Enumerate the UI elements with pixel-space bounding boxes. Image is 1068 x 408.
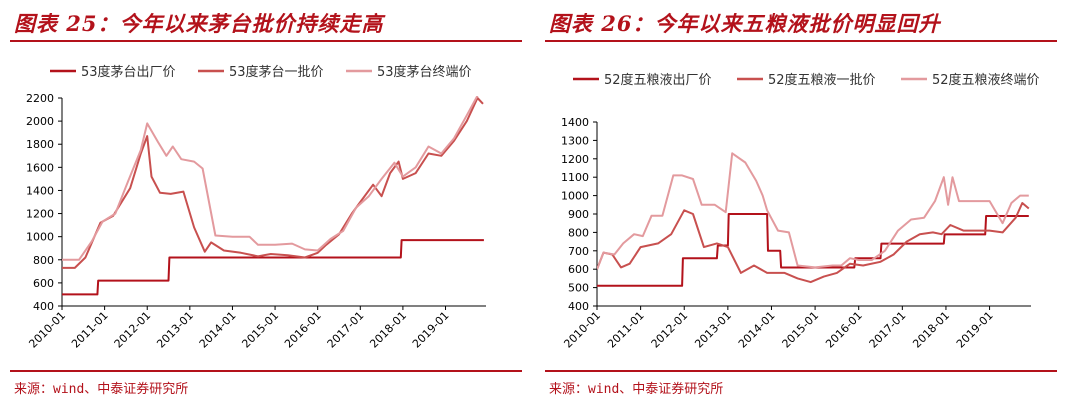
y-tick-label: 900 (568, 208, 589, 221)
y-tick-label: 2000 (26, 115, 54, 128)
x-tick-label: 2010-01 (561, 309, 603, 351)
chart-panel-maotai: 图表 25：今年以来茅台批价持续走高 400 600 800 1000 1200 1400… (10, 0, 530, 408)
y-tick-label: 1800 (26, 138, 54, 151)
y-tick-label: 400 (568, 300, 589, 313)
legend-label: 53度茅台一批价 (229, 64, 324, 80)
series-line-3 (597, 152, 1029, 270)
x-tick-label: 2018-01 (910, 309, 952, 351)
x-tick-label: 2014-01 (197, 309, 239, 351)
x-tick-label: 2012-01 (112, 309, 154, 351)
y-tick-label: 600 (33, 277, 54, 290)
y-tick-label: 2200 (26, 92, 54, 105)
y-tick-label: 1300 (561, 134, 589, 147)
y-tick-label: 1200 (561, 153, 589, 166)
source-note: 来源：wind、中泰证券研究所 (14, 382, 189, 397)
x-tick-label: 2019-01 (954, 309, 996, 351)
legend-label: 53度茅台出厂价 (81, 64, 176, 80)
y-tick-label: 1400 (26, 184, 54, 197)
legend-label: 52度五粮液终端价 (932, 72, 1040, 88)
source-note: 来源：wind、中泰证券研究所 (549, 382, 724, 397)
y-tick-label: 1600 (26, 161, 54, 174)
series-line-3 (62, 96, 479, 261)
x-tick-label: 2011-01 (605, 309, 647, 351)
title-divider (545, 40, 1057, 42)
source-divider (10, 370, 522, 372)
y-tick-label: 800 (568, 226, 589, 239)
x-tick-label: 2018-01 (367, 309, 409, 351)
legend-label: 52度五粮液一批价 (768, 72, 876, 88)
x-tick-label: 2017-01 (325, 309, 367, 351)
legend-label: 53度茅台终端价 (377, 64, 472, 80)
x-tick-label: 2017-01 (867, 309, 909, 351)
y-tick-label: 1400 (561, 116, 589, 129)
x-tick-label: 2015-01 (239, 309, 281, 351)
y-tick-label: 400 (33, 300, 54, 313)
y-tick-label: 700 (568, 245, 589, 258)
legend-label: 52度五粮液出厂价 (604, 72, 712, 88)
title-divider (10, 40, 522, 42)
series-line-1 (597, 213, 1029, 287)
series-line-2 (62, 97, 484, 269)
series-line-1 (62, 239, 484, 296)
x-tick-label: 2015-01 (780, 309, 822, 351)
chart-panel-wuliangye: 图表 26：今年以来五粮液批价明显回升 400 500 600 700 800 900 10… (545, 0, 1065, 408)
line-chart-wuliangye: 400 500 600 700 800 900 1000 1100 1200 1300 1400 20… (561, 72, 1040, 351)
series-line-2 (597, 202, 1030, 284)
source-divider (545, 370, 1057, 372)
x-tick-label: 2013-01 (692, 309, 734, 351)
chart-title: 图表 26：今年以来五粮液批价明显回升 (549, 11, 941, 36)
y-tick-label: 1000 (26, 231, 54, 244)
x-tick-label: 2011-01 (69, 309, 111, 351)
y-tick-label: 1200 (26, 208, 54, 221)
x-tick-label: 2012-01 (649, 309, 691, 351)
chart-title: 图表 25：今年以来茅台批价持续走高 (14, 11, 384, 36)
x-tick-label: 2010-01 (26, 309, 68, 351)
x-tick-label: 2013-01 (154, 309, 196, 351)
y-tick-label: 1000 (561, 190, 589, 203)
y-tick-label: 1100 (561, 171, 589, 184)
y-tick-label: 600 (568, 263, 589, 276)
line-chart-maotai: 400 600 800 1000 1200 1400 1600 1800 2000 2200 201… (26, 64, 486, 351)
y-tick-label: 500 (568, 282, 589, 295)
x-tick-label: 2016-01 (823, 309, 865, 351)
x-tick-label: 2014-01 (736, 309, 778, 351)
y-tick-label: 800 (33, 254, 54, 267)
x-tick-label: 2016-01 (282, 309, 324, 351)
x-tick-label: 2019-01 (410, 309, 452, 351)
